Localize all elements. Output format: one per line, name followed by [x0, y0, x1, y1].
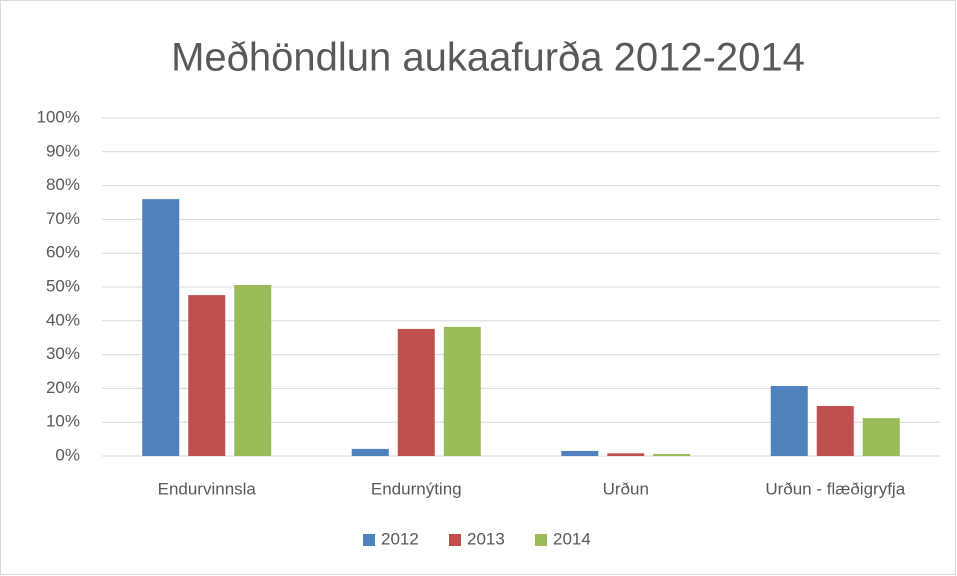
bar: [443, 326, 481, 456]
bar: [234, 284, 272, 456]
bar: [607, 453, 645, 456]
y-tick-label: 30%: [46, 344, 80, 363]
x-tick-label: Urðun - flæðigryfja: [765, 479, 905, 498]
bar: [397, 328, 435, 456]
y-tick-label: 80%: [46, 175, 80, 194]
y-tick-label: 20%: [46, 378, 80, 397]
bar: [351, 448, 389, 456]
y-tick-label: 70%: [46, 209, 80, 228]
legend-swatch: [363, 534, 375, 546]
bar: [816, 405, 854, 456]
chart-title: Meðhöndlun aukaafurða 2012-2014: [171, 36, 805, 80]
x-tick-label: Endurvinnsla: [158, 479, 257, 498]
y-tick-label: 10%: [46, 412, 80, 431]
legend-label: 2013: [467, 529, 505, 548]
legend-label: 2014: [553, 529, 591, 548]
y-tick-label: 60%: [46, 243, 80, 262]
bar: [862, 418, 900, 456]
bar: [188, 295, 226, 456]
x-tick-label: Urðun: [603, 479, 649, 498]
y-tick-label: 40%: [46, 310, 80, 329]
y-tick-label: 90%: [46, 141, 80, 160]
x-tick-label: Endurnýting: [371, 479, 462, 498]
bar: [142, 199, 180, 456]
legend-swatch: [535, 534, 547, 546]
y-tick-label: 100%: [37, 107, 80, 126]
bar: [653, 453, 691, 456]
bar: [770, 386, 808, 456]
y-tick-label: 0%: [55, 445, 80, 464]
legend-swatch: [449, 534, 461, 546]
bar: [561, 450, 599, 456]
y-tick-label: 50%: [46, 276, 80, 295]
legend-label: 2012: [381, 529, 419, 548]
